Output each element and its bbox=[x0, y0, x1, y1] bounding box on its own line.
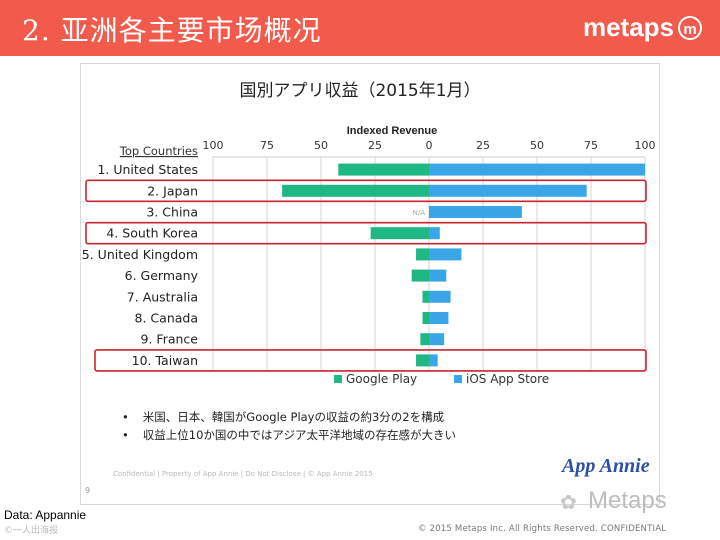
tick-label: 75 bbox=[260, 139, 274, 152]
app-annie-logo: App Annie bbox=[562, 455, 650, 477]
bar-ios-app-store bbox=[429, 333, 445, 346]
tick-label: 100 bbox=[635, 139, 656, 152]
bar-google-play bbox=[411, 269, 429, 282]
bar-ios-app-store bbox=[429, 206, 522, 218]
category-label: 2. Japan bbox=[147, 183, 198, 198]
category-label: 9. France bbox=[141, 332, 199, 347]
category-label: 8. Canada bbox=[135, 311, 198, 326]
bar-ios-app-store bbox=[429, 248, 462, 261]
tick-label: 50 bbox=[530, 139, 544, 152]
chart-legend: Google Play iOS App Store bbox=[334, 372, 549, 386]
confidential-notice: Confidential | Property of App Annie | D… bbox=[113, 470, 373, 478]
category-label: 5. United Kingdom bbox=[82, 247, 198, 262]
bar-ios-app-store bbox=[429, 269, 447, 282]
bar-ios-app-store bbox=[429, 354, 438, 367]
tick-label: 100 bbox=[203, 139, 224, 152]
highlight-box bbox=[85, 221, 647, 245]
bar-ios-app-store bbox=[429, 184, 587, 197]
bar-google-play bbox=[282, 184, 429, 197]
note-item: 収益上位10か国の中ではアジア太平洋地域の存在感が大きい bbox=[122, 426, 456, 444]
bar-ios-app-store bbox=[429, 163, 645, 176]
highlight-box bbox=[85, 179, 647, 203]
bar-ios-app-store bbox=[429, 312, 449, 324]
bar-ios-app-store bbox=[429, 227, 440, 240]
bar-google-play bbox=[338, 163, 429, 176]
tick-label: 75 bbox=[584, 139, 598, 152]
legend-label: iOS App Store bbox=[466, 372, 549, 386]
chart-grid bbox=[212, 156, 646, 371]
bar-google-play bbox=[420, 333, 429, 346]
legend-label: Google Play bbox=[346, 372, 417, 386]
bar-google-play bbox=[422, 312, 429, 324]
tick-label: 0 bbox=[426, 139, 433, 152]
category-label: 6. Germany bbox=[125, 268, 199, 283]
category-label: 7. Australia bbox=[127, 289, 198, 304]
category-label: 1. United States bbox=[97, 162, 198, 177]
logo-text: metaps bbox=[582, 12, 674, 42]
logo-mark-icon: m bbox=[678, 15, 702, 40]
category-label: 3. China bbox=[146, 205, 198, 220]
chart-bars: N/A bbox=[282, 163, 645, 367]
note-item: 米国、日本、韓国がGoogle Playの収益の約3分の2を構成 bbox=[122, 408, 456, 426]
category-label: 4. South Korea bbox=[106, 226, 198, 241]
page-title: 2. 亚洲各主要市场概况 bbox=[22, 14, 322, 47]
category-labels: 1. United States 2. Japan 3. China 4. South… bbox=[82, 162, 199, 368]
slide-page-number: 9 bbox=[85, 486, 91, 495]
bar-google-play bbox=[416, 248, 429, 261]
copyright-text: © 2015 Metaps Inc. All Rights Reserved. … bbox=[418, 524, 667, 534]
tick-label: 25 bbox=[476, 139, 490, 152]
wechat-icon: ✿ bbox=[560, 490, 577, 514]
na-label: N/A bbox=[413, 209, 426, 217]
bar-google-play bbox=[416, 354, 429, 367]
tick-label: 25 bbox=[368, 139, 382, 152]
highlight-boxes bbox=[85, 179, 647, 372]
watermark-text: Metaps bbox=[588, 487, 667, 514]
chart-title: 国別アプリ収益（2015年1月） bbox=[239, 81, 480, 101]
legend-swatch bbox=[454, 375, 462, 383]
bar-google-play bbox=[370, 227, 429, 240]
wechat-handle: ©一人出海报 bbox=[4, 526, 59, 536]
axis-title: Indexed Revenue bbox=[347, 125, 437, 137]
row-header: Top Countries bbox=[119, 144, 198, 158]
metaps-logo: metaps m bbox=[583, 12, 702, 43]
tick-labels: 100 75 50 25 0 25 50 75 100 bbox=[203, 139, 656, 152]
notes-list: 米国、日本、韓国がGoogle Playの収益の約3分の2を構成 収益上位10か… bbox=[122, 408, 456, 444]
legend-swatch bbox=[334, 375, 342, 383]
data-source: Data: Appannie bbox=[4, 508, 87, 522]
bar-ios-app-store bbox=[429, 290, 451, 303]
bar-google-play bbox=[422, 290, 429, 303]
header-bar: 2. 亚洲各主要市场概况 metaps m bbox=[0, 0, 720, 56]
revenue-chart: N/A 国別アプリ収益（2015年1月） Indexed Revenue Top… bbox=[82, 81, 656, 386]
highlight-box bbox=[94, 349, 647, 372]
category-label: 10. Taiwan bbox=[132, 353, 198, 368]
tick-label: 50 bbox=[314, 139, 328, 152]
